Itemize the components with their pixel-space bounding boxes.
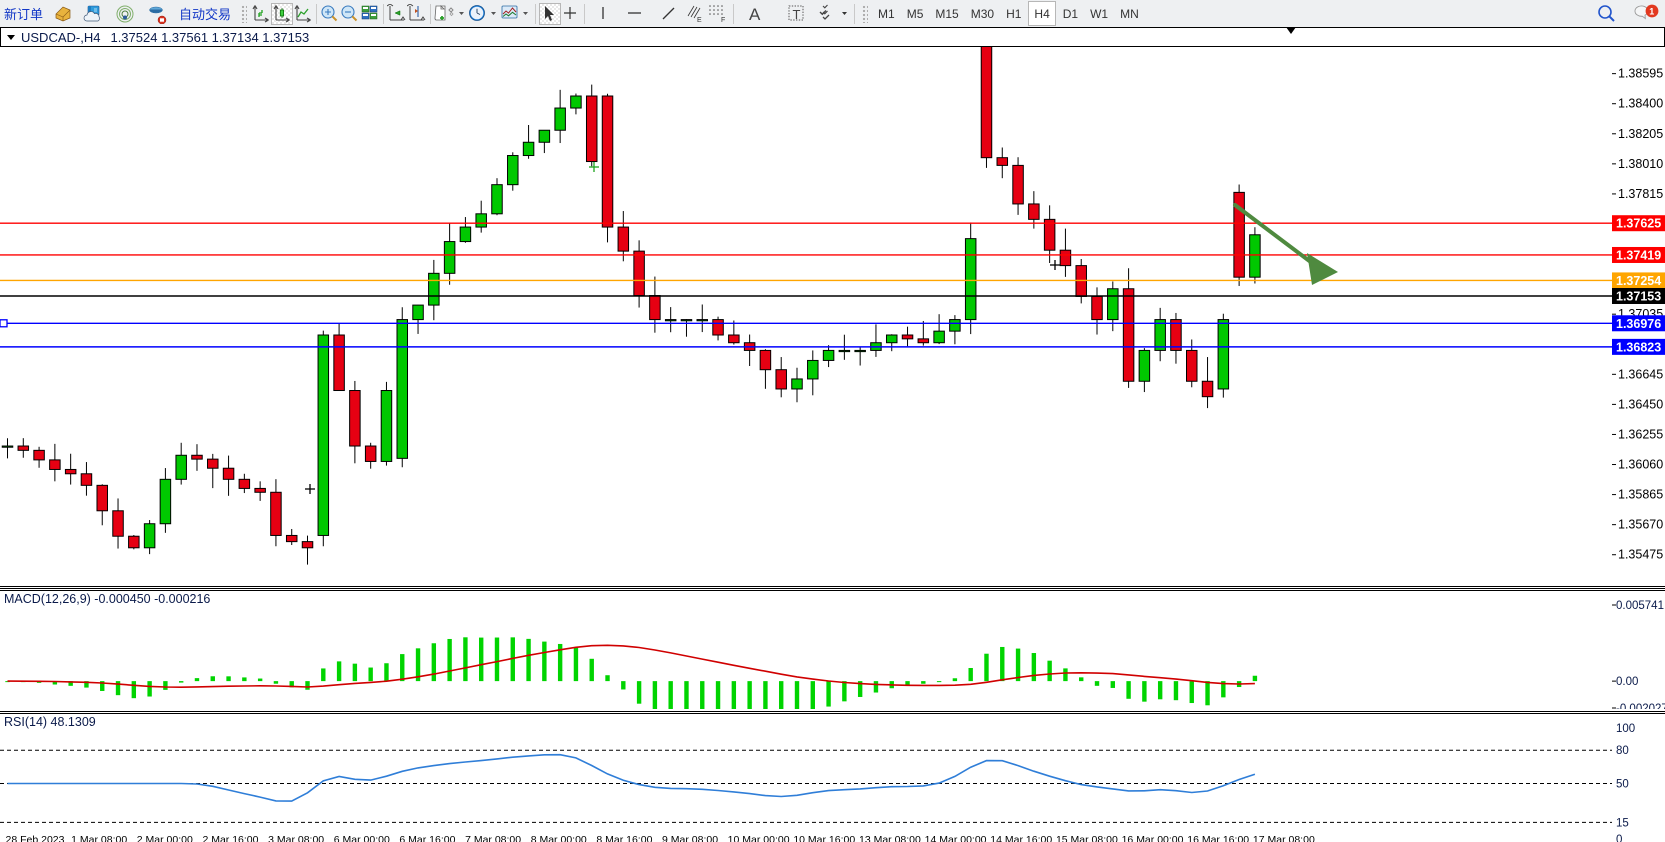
svg-text:1.36255: 1.36255 bbox=[1618, 427, 1663, 441]
svg-text:100: 100 bbox=[1616, 723, 1635, 735]
svg-text:10 Mar 16:00: 10 Mar 16:00 bbox=[793, 834, 855, 842]
svg-text:0: 0 bbox=[1616, 834, 1622, 842]
svg-text:1.37625: 1.37625 bbox=[1616, 217, 1661, 231]
svg-text:1.36060: 1.36060 bbox=[1618, 458, 1663, 472]
svg-text:A: A bbox=[749, 5, 761, 24]
svg-text:7 Mar 08:00: 7 Mar 08:00 bbox=[465, 834, 521, 842]
svg-text:1 Mar 08:00: 1 Mar 08:00 bbox=[71, 834, 127, 842]
svg-text:28 Feb 2023: 28 Feb 2023 bbox=[6, 834, 65, 842]
svg-text:1.36976: 1.36976 bbox=[1616, 317, 1661, 331]
svg-text:0.005741: 0.005741 bbox=[1616, 600, 1664, 612]
svg-text:10 Mar 00:00: 10 Mar 00:00 bbox=[728, 834, 790, 842]
svg-text:1.35865: 1.35865 bbox=[1618, 488, 1663, 502]
svg-text:1.36823: 1.36823 bbox=[1616, 340, 1661, 354]
svg-text:E: E bbox=[697, 17, 702, 24]
svg-text:9 Mar 08:00: 9 Mar 08:00 bbox=[662, 834, 718, 842]
svg-text:1: 1 bbox=[1649, 6, 1654, 16]
svg-text:2 Mar 16:00: 2 Mar 16:00 bbox=[202, 834, 258, 842]
svg-text:8 Mar 16:00: 8 Mar 16:00 bbox=[596, 834, 652, 842]
svg-text:0.00: 0.00 bbox=[1616, 676, 1638, 688]
svg-text:16 Mar 16:00: 16 Mar 16:00 bbox=[1187, 834, 1249, 842]
svg-text:1.37153: 1.37153 bbox=[1616, 289, 1661, 303]
svg-text:16 Mar 00:00: 16 Mar 00:00 bbox=[1122, 834, 1184, 842]
svg-text:1.37815: 1.37815 bbox=[1618, 187, 1663, 201]
svg-text:8 Mar 00:00: 8 Mar 00:00 bbox=[531, 834, 587, 842]
svg-text:13 Mar 08:00: 13 Mar 08:00 bbox=[859, 834, 921, 842]
svg-text:1.35475: 1.35475 bbox=[1618, 548, 1663, 562]
svg-text:-0.002027: -0.002027 bbox=[1616, 703, 1665, 709]
svg-text:1.38010: 1.38010 bbox=[1618, 157, 1663, 171]
svg-text:14 Mar 16:00: 14 Mar 16:00 bbox=[990, 834, 1052, 842]
svg-text:MACD(12,26,9) -0.000450 -0.00: MACD(12,26,9) -0.000450 -0.000216 bbox=[4, 592, 210, 606]
svg-text:1.38205: 1.38205 bbox=[1618, 127, 1663, 141]
svg-text:1.37254: 1.37254 bbox=[1616, 274, 1661, 288]
svg-text:2 Mar 00:00: 2 Mar 00:00 bbox=[137, 834, 193, 842]
svg-text:15: 15 bbox=[1616, 817, 1629, 829]
svg-text:80: 80 bbox=[1616, 745, 1629, 757]
svg-text:1.35670: 1.35670 bbox=[1618, 518, 1663, 532]
svg-text:F: F bbox=[721, 17, 725, 24]
svg-text:T: T bbox=[793, 7, 801, 22]
svg-text:3 Mar 08:00: 3 Mar 08:00 bbox=[268, 834, 324, 842]
svg-text:6 Mar 00:00: 6 Mar 00:00 bbox=[334, 834, 390, 842]
svg-text:17 Mar 08:00: 17 Mar 08:00 bbox=[1253, 834, 1315, 842]
svg-text:15 Mar 08:00: 15 Mar 08:00 bbox=[1056, 834, 1118, 842]
svg-text:1.38400: 1.38400 bbox=[1618, 97, 1663, 111]
svg-text:1.38595: 1.38595 bbox=[1618, 67, 1663, 81]
svg-text:50: 50 bbox=[1616, 779, 1629, 791]
svg-text:6 Mar 16:00: 6 Mar 16:00 bbox=[399, 834, 455, 842]
svg-text:1.36645: 1.36645 bbox=[1618, 367, 1663, 381]
svg-text:1.36450: 1.36450 bbox=[1618, 397, 1663, 411]
svg-text:14 Mar 00:00: 14 Mar 00:00 bbox=[925, 834, 987, 842]
svg-text:RSI(14) 48.1309: RSI(14) 48.1309 bbox=[4, 715, 96, 729]
svg-text:1.37419: 1.37419 bbox=[1616, 248, 1661, 262]
